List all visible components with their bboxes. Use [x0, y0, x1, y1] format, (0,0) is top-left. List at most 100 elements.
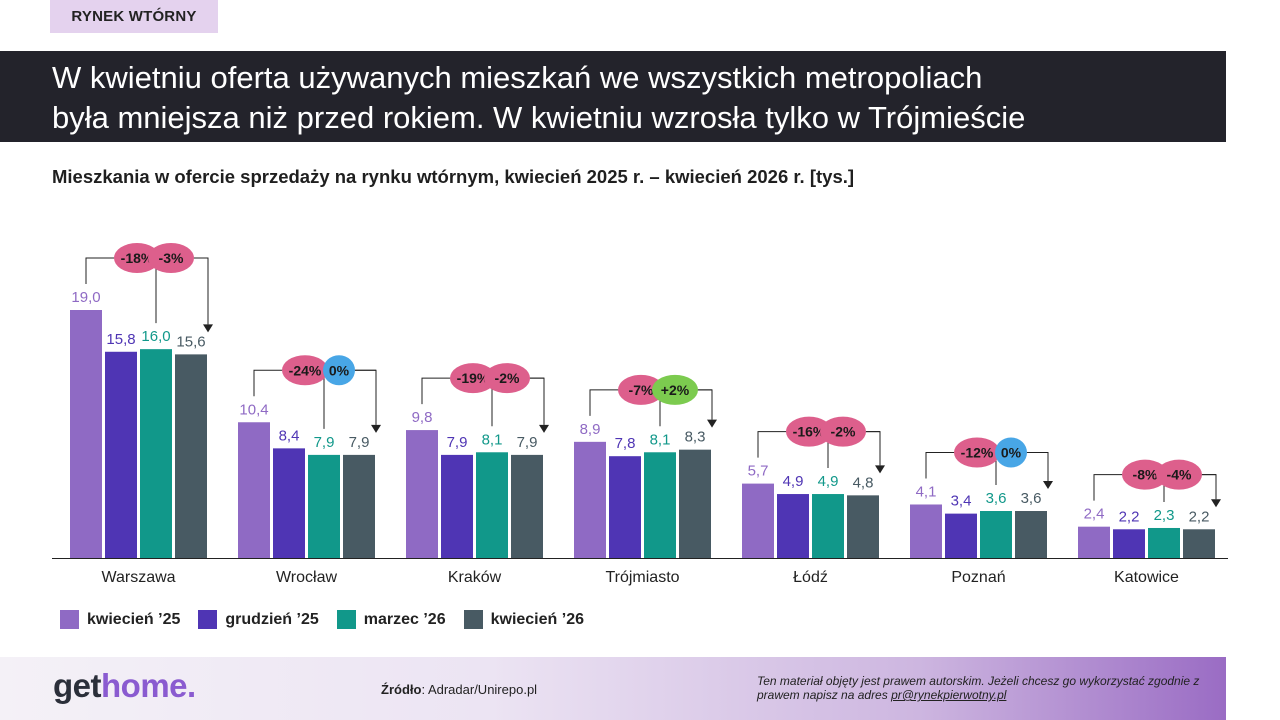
category-label: Kraków: [448, 569, 502, 586]
bar-value-label: 9,8: [412, 409, 433, 426]
legend-label: kwiecień ’26: [490, 610, 584, 628]
bar: [609, 456, 641, 558]
legend-label: marzec ’26: [363, 610, 446, 628]
bar: [847, 495, 879, 558]
bar-value-label: 8,3: [685, 429, 706, 446]
bar-value-label: 5,7: [748, 463, 769, 480]
year-change-label: -19%: [457, 370, 490, 386]
legend-swatch: [463, 610, 483, 629]
month-change-label: 0%: [329, 362, 350, 378]
month-change-badge: [995, 437, 1027, 468]
bar-value-label: 4,9: [783, 473, 804, 490]
bar-value-label: 2,2: [1189, 508, 1210, 525]
month-change-badge: [820, 416, 866, 447]
legend-item: kwiecień ’25: [60, 610, 180, 629]
bar: [812, 494, 844, 558]
source-value: : Adradar/Unirepo.pl: [421, 682, 538, 697]
bar-value-label: 7,9: [447, 434, 468, 451]
bar-value-label: 2,4: [1084, 506, 1105, 523]
bar: [1078, 526, 1110, 558]
bar-value-label: 7,9: [349, 434, 370, 451]
month-change-badge: [148, 243, 194, 273]
bar: [441, 454, 473, 558]
bar: [273, 448, 305, 558]
year-change-label: -18%: [121, 250, 154, 266]
year-change-label: -24%: [289, 362, 322, 378]
bar: [1148, 527, 1180, 558]
bar: [945, 513, 977, 558]
bar: [476, 452, 508, 558]
bar-value-label: 7,8: [615, 435, 636, 452]
chart-subtitle: Mieszkania w ofercie sprzedaży na rynku …: [52, 166, 855, 187]
bar: [343, 454, 375, 558]
category-label: Poznań: [951, 569, 1005, 586]
bar-value-label: 8,1: [482, 431, 503, 448]
bar: [140, 349, 172, 558]
category-label: Wrocław: [276, 569, 337, 586]
bar: [238, 422, 270, 558]
bar-value-label: 16,0: [141, 328, 170, 345]
bar: [1113, 529, 1145, 558]
annotation-arrowhead: [1043, 481, 1053, 490]
legend-swatch: [198, 610, 218, 629]
annotation-arrowhead: [1211, 499, 1221, 508]
source-label: Źródło: [381, 682, 422, 697]
headline-line-1: W kwietniu oferta używanych mieszkań we …: [52, 60, 983, 95]
year-change-label: -16%: [793, 424, 826, 440]
bar-value-label: 4,8: [853, 474, 874, 491]
bar-value-label: 3,6: [1021, 490, 1042, 507]
bar: [406, 430, 438, 558]
section-tag: RYNEK WTÓRNY: [50, 0, 218, 33]
logo-get: get: [53, 667, 102, 704]
bar: [1015, 511, 1047, 558]
month-change-label: -3%: [159, 250, 184, 266]
category-label: Katowice: [1114, 569, 1179, 586]
bar: [105, 351, 137, 558]
year-change-label: -8%: [1133, 467, 1158, 483]
month-change-label: +2%: [661, 382, 690, 398]
bar-value-label: 19,0: [71, 289, 100, 306]
bar-value-label: 3,6: [986, 490, 1007, 507]
category-label: Warszawa: [101, 569, 175, 586]
annotation-arrowhead: [539, 424, 549, 433]
annotation-arrowhead: [371, 424, 381, 433]
category-label: Trójmiasto: [605, 569, 679, 586]
bar-value-label: 15,6: [176, 333, 205, 350]
copyright-email-link[interactable]: pr@rynekpierwotny.pl: [891, 688, 1007, 702]
bar-value-label: 7,9: [314, 434, 335, 451]
month-change-label: -2%: [831, 424, 856, 440]
legend-item: marzec ’26: [336, 610, 446, 629]
bar: [777, 494, 809, 558]
bar-value-label: 8,1: [650, 431, 671, 448]
gethome-logo: gethome.: [53, 667, 196, 705]
footer: gethome. Źródło: Adradar/Unirepo.pl Ten …: [0, 657, 1226, 720]
legend-item: kwiecień ’26: [463, 610, 584, 629]
bar: [574, 441, 606, 558]
year-change-badge: [450, 363, 496, 394]
chart-legend: kwiecień ’25 grudzień ’25 marzec ’26 kwieci…: [60, 610, 584, 629]
headline-line-2: była mniejsza niż przed rokiem. W kwietn…: [52, 100, 1026, 135]
bar-value-label: 8,4: [279, 427, 300, 444]
bar: [511, 454, 543, 558]
category-label: Łódź: [793, 569, 828, 586]
annotation-arrowhead: [707, 419, 717, 428]
month-change-badge: [1156, 459, 1202, 490]
legend-item: grudzień ’25: [198, 610, 319, 629]
bar-value-label: 3,4: [951, 493, 972, 510]
year-change-badge: [618, 374, 664, 405]
bar-value-label: 2,3: [1154, 507, 1175, 524]
bar-value-label: 4,1: [916, 483, 937, 500]
year-change-badge: [1122, 459, 1168, 490]
bar: [679, 449, 711, 558]
bar-value-label: 2,2: [1119, 508, 1140, 525]
logo-home: home.: [101, 667, 196, 704]
bar: [175, 354, 207, 558]
month-change-badge: [484, 363, 530, 394]
month-change-label: 0%: [1001, 444, 1022, 460]
bar: [910, 504, 942, 558]
bar-value-label: 8,9: [580, 421, 601, 438]
year-change-badge: [786, 416, 832, 447]
legend-swatch: [60, 610, 79, 629]
legend-swatch: [336, 610, 356, 629]
